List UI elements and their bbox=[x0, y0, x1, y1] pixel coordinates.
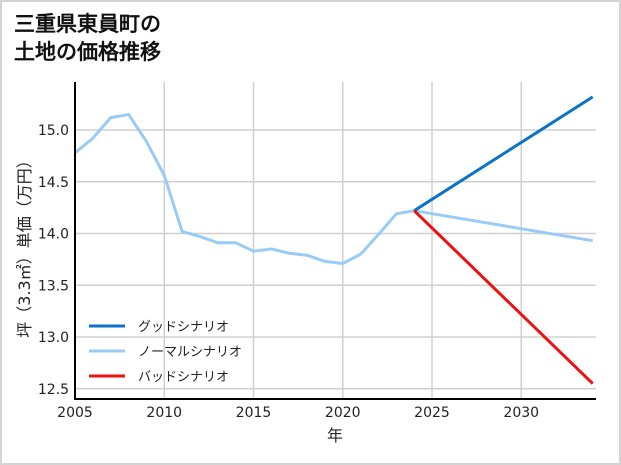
x-tick-label: 2030 bbox=[503, 405, 539, 421]
series-lines bbox=[74, 95, 594, 385]
y-axis-label: 坪（3.3㎡）単価（万円） bbox=[15, 152, 34, 337]
x-tick-label: 2025 bbox=[414, 405, 450, 421]
axes bbox=[74, 82, 596, 400]
legend-label: ノーマルシナリオ bbox=[138, 345, 242, 360]
series-line bbox=[413, 209, 594, 385]
x-tick-label: 2020 bbox=[325, 405, 361, 421]
y-tick-label: 15.0 bbox=[38, 123, 69, 139]
chart-title: 三重県東員町の 土地の価格推移 bbox=[14, 10, 161, 66]
legend-label: グッドシナリオ bbox=[138, 320, 229, 335]
title-line-1: 三重県東員町の bbox=[14, 12, 161, 36]
x-tick-label: 2010 bbox=[146, 405, 182, 421]
tick-labels: 2005 2010 2015 2020 2025 2030 12.5 13.0 13.5 14.0… bbox=[38, 123, 539, 421]
x-tick-label: 2015 bbox=[236, 405, 272, 421]
series-line bbox=[74, 113, 593, 265]
x-tick-label: 2005 bbox=[57, 405, 93, 421]
y-tick-label: 14.5 bbox=[38, 175, 69, 191]
title-line-2: 土地の価格推移 bbox=[14, 40, 161, 64]
y-tick-label: 13.5 bbox=[38, 278, 69, 294]
grid-lines bbox=[75, 82, 596, 399]
legend-label: バッドシナリオ bbox=[138, 370, 229, 385]
series-line bbox=[413, 95, 594, 212]
y-tick-label: 13.0 bbox=[38, 330, 69, 346]
x-axis-label: 年 bbox=[327, 426, 343, 445]
y-tick-label: 14.0 bbox=[38, 227, 69, 243]
y-tick-label: 12.5 bbox=[38, 382, 69, 398]
